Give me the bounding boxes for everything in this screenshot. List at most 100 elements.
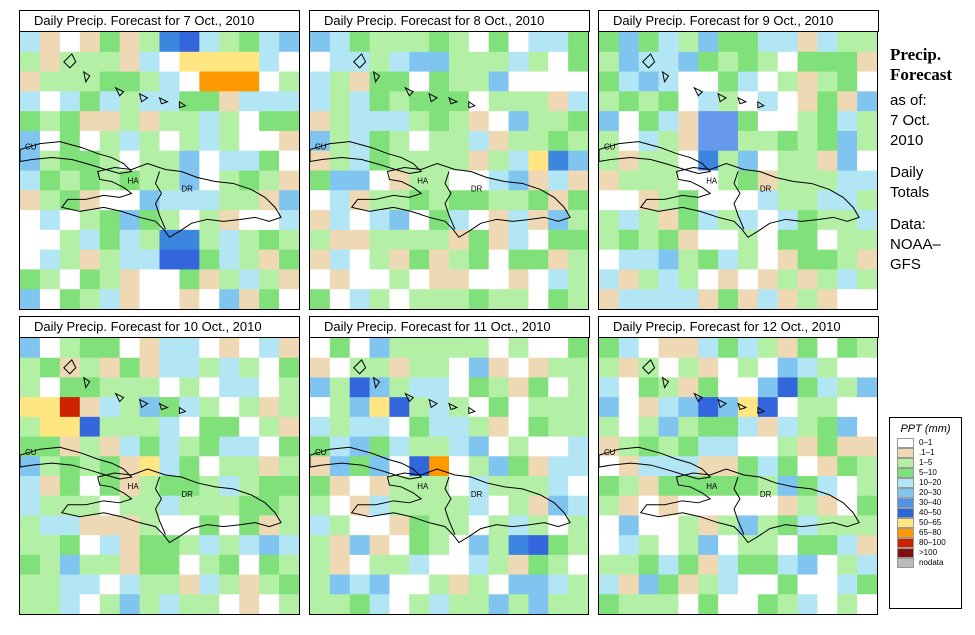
data-label-3: GFS [890, 256, 921, 273]
grid-cell [310, 515, 331, 536]
grid-cell [698, 210, 719, 231]
grid-cell [797, 338, 818, 359]
grid-cell [39, 130, 61, 152]
grid-cell [79, 170, 101, 191]
grid-cell [279, 150, 299, 171]
grid-cell [488, 357, 510, 378]
grid-cell [698, 436, 719, 457]
grid-cell [468, 416, 490, 438]
bahamas-island [428, 92, 439, 103]
grid-cell [638, 111, 660, 132]
grid-cell [159, 51, 180, 73]
grid-cell [638, 377, 660, 398]
grid-cell [239, 338, 260, 359]
grid-cell [568, 51, 588, 73]
grid-cell [310, 554, 331, 576]
grid-cell [488, 229, 510, 251]
legend-label: 10–20 [919, 478, 942, 487]
grid-cell [857, 416, 877, 438]
grid-cell [757, 150, 779, 171]
grid-cell [449, 289, 470, 309]
grid-cell [369, 229, 390, 251]
grid-cell [488, 495, 510, 516]
grid-cell [219, 535, 240, 556]
grid-cell [349, 32, 371, 53]
grid-cell [159, 495, 180, 516]
grid-cell [568, 170, 588, 191]
grid-cell [259, 515, 280, 536]
grid-cell [310, 535, 331, 556]
grid-cell [618, 289, 640, 309]
grid-cell [259, 594, 280, 614]
grid-cell [159, 338, 180, 359]
grid-cell [548, 456, 569, 477]
grid-cell [429, 111, 450, 132]
bahamas-island [737, 402, 748, 411]
grid-cell [757, 357, 779, 378]
bahamas-island [428, 398, 439, 409]
grid-cell [279, 495, 299, 516]
grid-cell [568, 71, 588, 92]
grid-cell [698, 111, 719, 132]
grid-cell [857, 51, 877, 73]
grid-cell [757, 397, 779, 418]
grid-cell [678, 32, 699, 53]
grid-cell [449, 210, 470, 231]
grid-cell [39, 71, 61, 92]
grid-cell [817, 515, 838, 536]
grid-cell [678, 111, 699, 132]
grid-cell [279, 515, 299, 536]
grid-cell [329, 495, 351, 516]
grid-cell [718, 269, 739, 290]
grid-cell [468, 150, 490, 171]
grid-cell [119, 338, 141, 359]
grid-cell [20, 32, 41, 53]
grid-cell [279, 476, 299, 497]
bahamas-island [352, 359, 367, 375]
grid-cell [568, 436, 588, 457]
grid-cell [239, 416, 260, 438]
grid-cell [219, 269, 240, 290]
grid-cell [738, 416, 759, 438]
grid-cell [79, 535, 101, 556]
grid-cell [488, 289, 510, 309]
grid-cell [618, 436, 640, 457]
grid-cell [199, 130, 220, 152]
grid-cell [718, 495, 739, 516]
grid-cell [488, 456, 510, 477]
grid-cell [139, 190, 160, 211]
grid-cell [638, 249, 660, 270]
grid-cell [119, 357, 141, 378]
legend-swatch [897, 488, 914, 498]
grid-cell [618, 130, 640, 152]
grid-cell [329, 249, 351, 270]
grid-cell [528, 476, 549, 497]
grid-cell [409, 436, 430, 457]
precip-grid: CU HA DR [20, 338, 299, 614]
grid-cell [259, 436, 280, 457]
grid-cell [468, 111, 490, 132]
grid-cell [548, 594, 569, 614]
grid-cell [349, 535, 371, 556]
grid-cell [638, 130, 660, 152]
bahamas-island [83, 376, 91, 389]
grid-cell [20, 190, 41, 211]
grid-cell [837, 574, 858, 595]
grid-cell [449, 130, 470, 152]
grid-cell [99, 357, 121, 378]
grid-cell [159, 416, 180, 438]
grid-cell [568, 229, 588, 251]
grid-cell [259, 269, 280, 290]
legend-label: 80–100 [919, 538, 946, 547]
grid-cell [698, 535, 719, 556]
grid-cell [139, 229, 160, 251]
grid-cell [658, 130, 679, 152]
grid-cell [698, 554, 719, 576]
grid-cell [239, 269, 260, 290]
grid-cell [119, 229, 141, 251]
bahamas-island [757, 406, 765, 415]
grid-cell [199, 51, 220, 73]
grid-cell [638, 357, 660, 378]
grid-cell [738, 397, 759, 418]
grid-cell [488, 32, 510, 53]
